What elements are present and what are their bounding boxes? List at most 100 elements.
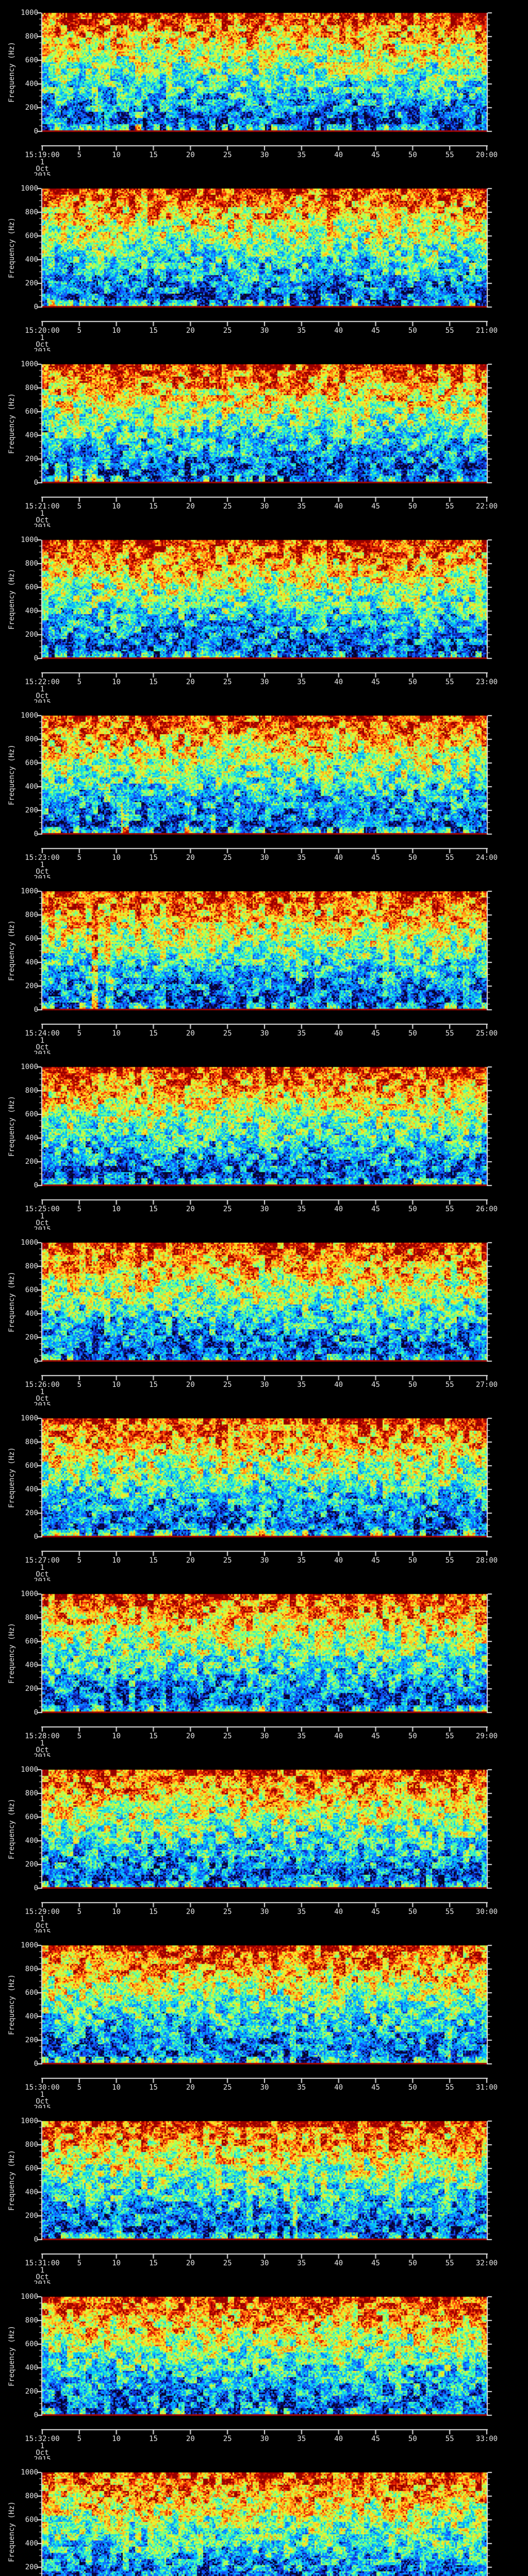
x-tick-label: 10 xyxy=(112,678,121,686)
x-tick-label: 55 xyxy=(445,327,454,335)
frequency-axis-label: Frequency (Hz) xyxy=(8,920,16,981)
x-tick-label: 20 xyxy=(186,151,195,159)
y-tick-label: 600 xyxy=(25,2164,38,2173)
x-tick-label: 20 xyxy=(186,1556,195,1565)
frequency-axis-label: Frequency (Hz) xyxy=(8,2501,16,2563)
x-tick-label: 45 xyxy=(371,1908,380,1916)
x-tick-label: 45 xyxy=(371,502,380,511)
start-time-label: 15:20:00 xyxy=(25,327,60,335)
x-tick-label: 45 xyxy=(371,1732,380,1740)
y-tick-label: 600 xyxy=(25,1286,38,1294)
x-tick-label: 35 xyxy=(297,502,306,511)
frequency-axis-label: Frequency (Hz) xyxy=(8,1447,16,1509)
end-time-label: 23:00 xyxy=(475,678,498,686)
y-tick-label: 1000 xyxy=(21,2117,38,2125)
spectrogram-canvas xyxy=(0,1757,528,1933)
x-tick-label: 50 xyxy=(408,1556,417,1565)
y-tick-label: 1000 xyxy=(21,1941,38,1950)
y-tick-label: 200 xyxy=(25,982,38,990)
y-tick-label: 800 xyxy=(25,2492,38,2500)
y-tick-label: 200 xyxy=(25,2212,38,2220)
y-tick-label: 600 xyxy=(25,2340,38,2348)
y-tick-label: 400 xyxy=(25,1661,38,1669)
date-line: 1 xyxy=(40,1739,45,1748)
y-tick-label: 0 xyxy=(34,303,38,311)
date-line: 1 xyxy=(40,158,45,166)
spectrogram-panel: Frequency (Hz) 0 200 400 600 800 1000 15:20:0… xyxy=(0,176,528,355)
y-tick-label: 0 xyxy=(34,830,38,838)
date-line: Oct xyxy=(36,2097,49,2106)
x-tick-label: 30 xyxy=(260,854,269,862)
spectrogram-panel: Frequency (Hz) 0 200 400 600 800 1000 15:27:0… xyxy=(0,1405,528,1585)
start-time-label: 15:27:00 xyxy=(25,1556,60,1565)
x-tick-label: 30 xyxy=(260,502,269,511)
x-tick-label: 35 xyxy=(297,854,306,862)
x-tick-label: 25 xyxy=(223,1029,232,1038)
y-tick-label: 400 xyxy=(25,607,38,615)
x-tick-label: 10 xyxy=(112,1908,121,1916)
y-tick-label: 400 xyxy=(25,1134,38,1142)
x-tick-label: 20 xyxy=(186,1908,195,1916)
frequency-axis-label: Frequency (Hz) xyxy=(8,1799,16,1860)
x-tick-label: 45 xyxy=(371,2083,380,2092)
y-tick-label: 800 xyxy=(25,2316,38,2325)
x-tick-label: 55 xyxy=(445,2083,454,2092)
x-tick-label: 25 xyxy=(223,151,232,159)
x-tick-label: 45 xyxy=(371,854,380,862)
y-tick-label: 800 xyxy=(25,1262,38,1270)
y-tick-label: 0 xyxy=(34,479,38,487)
x-tick-label: 55 xyxy=(445,1908,454,1916)
start-time-label: 15:19:00 xyxy=(25,151,60,159)
frequency-axis-label: Frequency (Hz) xyxy=(8,1623,16,1684)
x-tick-label: 5 xyxy=(77,1732,82,1740)
start-time-label: 15:25:00 xyxy=(25,1205,60,1213)
y-tick-label: 1000 xyxy=(21,360,38,368)
spectrogram-panel: Frequency (Hz) 0 200 400 600 800 1000 15:21:0… xyxy=(0,351,528,531)
y-tick-label: 800 xyxy=(25,32,38,41)
y-tick-label: 200 xyxy=(25,1860,38,1869)
y-tick-label: 800 xyxy=(25,1614,38,1622)
x-tick-label: 30 xyxy=(260,1381,269,1389)
y-tick-label: 400 xyxy=(25,2012,38,2021)
x-tick-label: 50 xyxy=(408,2083,417,2092)
x-tick-label: 50 xyxy=(408,1381,417,1389)
x-tick-label: 20 xyxy=(186,678,195,686)
y-tick-label: 200 xyxy=(25,2036,38,2044)
x-tick-label: 40 xyxy=(334,854,343,862)
x-tick-label: 50 xyxy=(408,327,417,335)
y-tick-label: 1000 xyxy=(21,536,38,544)
date-line: 1 xyxy=(40,2266,45,2275)
y-tick-label: 400 xyxy=(25,256,38,264)
y-tick-label: 600 xyxy=(25,1989,38,1997)
x-tick-label: 15 xyxy=(149,854,158,862)
x-tick-label: 45 xyxy=(371,327,380,335)
start-time-label: 15:31:00 xyxy=(25,2259,60,2267)
date-line: Oct xyxy=(36,1395,49,1403)
x-tick-label: 10 xyxy=(112,327,121,335)
y-tick-label: 800 xyxy=(25,384,38,392)
date-line: Oct xyxy=(36,1219,49,1227)
spectrogram-canvas xyxy=(0,2460,528,2576)
x-tick-label: 25 xyxy=(223,1556,232,1565)
x-tick-label: 40 xyxy=(334,1381,343,1389)
x-tick-label: 35 xyxy=(297,327,306,335)
y-tick-label: 1000 xyxy=(21,184,38,193)
x-tick-label: 30 xyxy=(260,151,269,159)
y-tick-label: 1000 xyxy=(21,1063,38,1071)
x-tick-label: 45 xyxy=(371,1556,380,1565)
y-tick-label: 1000 xyxy=(21,2468,38,2477)
x-tick-label: 25 xyxy=(223,1908,232,1916)
y-tick-label: 800 xyxy=(25,911,38,919)
x-tick-label: 25 xyxy=(223,502,232,511)
x-tick-label: 45 xyxy=(371,1029,380,1038)
x-tick-label: 5 xyxy=(77,1381,82,1389)
y-tick-label: 0 xyxy=(34,2411,38,2419)
y-tick-label: 600 xyxy=(25,56,38,64)
end-time-label: 33:00 xyxy=(475,2435,498,2443)
x-tick-label: 20 xyxy=(186,2083,195,2092)
x-tick-label: 45 xyxy=(371,678,380,686)
x-tick-label: 15 xyxy=(149,1205,158,1213)
y-tick-label: 0 xyxy=(34,1708,38,1717)
x-tick-label: 50 xyxy=(408,1908,417,1916)
